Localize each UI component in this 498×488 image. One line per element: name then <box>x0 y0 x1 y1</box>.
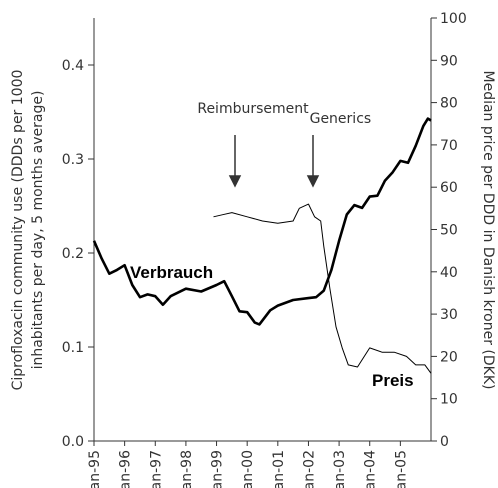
y2-tick-label: 50 <box>440 223 458 239</box>
x-tick-label: Jan-04 <box>363 450 379 488</box>
arrows <box>228 135 320 188</box>
y2-tick-label: 100 <box>440 11 467 27</box>
x-tick-label: Jan-96 <box>118 450 134 488</box>
y-tick-label: 0.2 <box>62 246 84 262</box>
y2-tick-label: 0 <box>440 434 449 450</box>
y2-tick-label: 90 <box>440 53 458 69</box>
y2-tick-label: 40 <box>440 265 458 281</box>
series-label: Verbrauch <box>130 263 213 282</box>
line <box>213 203 432 374</box>
x-tick-label: Jan-00 <box>240 450 256 488</box>
y2-tick-label: 20 <box>440 349 458 365</box>
y2-axis-label: Median price per DDD in Danish kroner (D… <box>480 71 496 390</box>
y-axis-label: Ciprofloxacin community use (DDDs per 10… <box>10 70 26 391</box>
x-tick-label: Jan-99 <box>210 450 226 488</box>
y-tick-label: 0.0 <box>62 434 84 450</box>
y-axis-label: inhabitants per day, 5 months average) <box>30 91 46 370</box>
y2-tick-label: 30 <box>440 307 458 323</box>
y2-tick-label: 70 <box>440 138 458 154</box>
annotation: Generics <box>310 111 372 127</box>
y-tick-label: 0.1 <box>62 340 84 356</box>
x-tick-label: Jan-01 <box>271 450 287 488</box>
x-tick-label: Jan-02 <box>301 450 317 488</box>
x-tick-label: Jan-97 <box>148 450 164 488</box>
series-label: Preis <box>372 371 414 390</box>
line <box>92 117 432 326</box>
x-tick-label: Jan-95 <box>87 450 103 488</box>
y-tick-label: 0.3 <box>62 152 84 168</box>
x-tick-label: Jan-03 <box>332 450 348 488</box>
y-tick-label: 0.4 <box>62 58 84 74</box>
annotation: Reimbursement <box>197 101 309 117</box>
x-tick-label: Jan-98 <box>179 450 195 488</box>
y2-tick-label: 80 <box>440 96 458 112</box>
y2-tick-label: 10 <box>440 392 458 408</box>
x-tick-label: Jan-05 <box>393 450 409 488</box>
y2-tick-label: 60 <box>440 180 458 196</box>
